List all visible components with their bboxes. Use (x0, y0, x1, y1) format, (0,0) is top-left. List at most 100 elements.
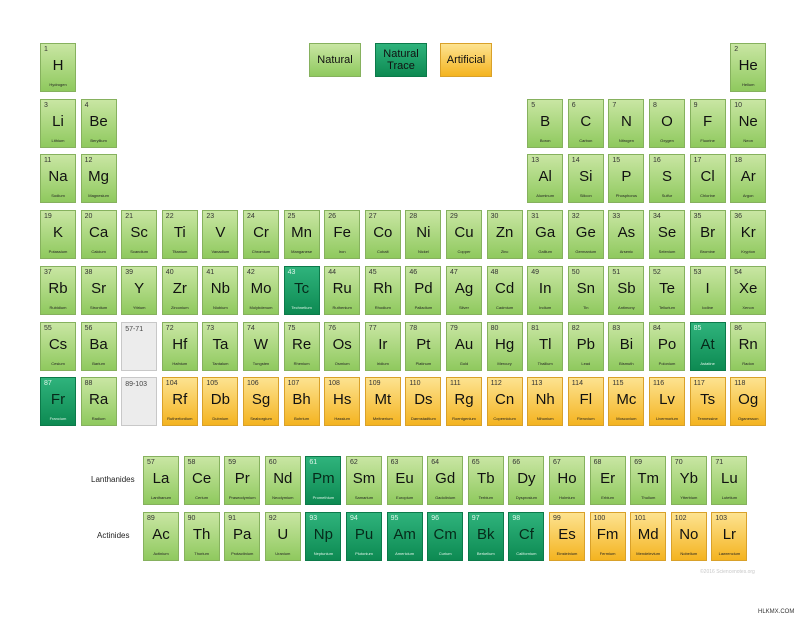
element-c: 6 C Carbon (567, 98, 604, 148)
element-symbol: Mt (374, 391, 392, 409)
element-name: Polonium (658, 360, 676, 366)
element-symbol: Eu (395, 470, 414, 487)
element-rn: 86 Rn Radon (730, 321, 767, 371)
element-symbol: Cs (48, 335, 68, 353)
element-og: 118 Og Oganesson (730, 377, 767, 427)
element-symbol: Er (600, 470, 616, 487)
element-symbol: Co (373, 224, 393, 242)
atomic-number: 72 (165, 324, 174, 332)
element-fm: 100 Fm Fermium (589, 512, 626, 561)
element-symbol: Nd (273, 470, 293, 487)
element-name: Iodine (702, 304, 714, 310)
atomic-number: 66 (512, 459, 521, 466)
atomic-number: 35 (693, 213, 702, 221)
element-name: Vanadium (211, 249, 230, 255)
element-symbol: C (580, 112, 592, 130)
atomic-number: 5 (531, 101, 536, 109)
element-mc: 115 Mc Moscovium (608, 377, 645, 427)
element-name: Aluminum (536, 193, 555, 199)
element-name: Silver (458, 304, 469, 310)
atomic-number: 113 (531, 380, 543, 388)
atomic-number: 69 (634, 459, 642, 466)
element-symbol: Au (454, 335, 474, 353)
element-name: Bromine (700, 249, 716, 255)
atomic-number: 114 (571, 380, 583, 388)
element-ag: 47 Ag Silver (446, 265, 482, 315)
element-zn: 30 Zn Zinc (486, 210, 523, 260)
element-symbol: Sc (130, 224, 148, 242)
element-symbol: Mg (88, 168, 110, 186)
element-cr: 24 Cr Chromium (243, 210, 279, 260)
element-name: Zirconium (171, 304, 189, 310)
atomic-number: 84 (653, 324, 661, 332)
element-name: Erbium (601, 495, 614, 500)
element-co: 27 Co Cobalt (364, 210, 401, 260)
atomic-number: 19 (44, 213, 52, 221)
element-symbol: Rb (48, 279, 68, 297)
element-name: Thulium (641, 495, 656, 500)
element-name: Iridium (376, 360, 389, 366)
atomic-number: 9 (693, 101, 698, 109)
element-name: Rubidium (49, 304, 67, 310)
atomic-number: 75 (287, 324, 296, 332)
element-name: Thorium (194, 551, 209, 556)
element-name: Neon (743, 137, 753, 143)
element-symbol: Al (538, 168, 552, 186)
element-u: 92 U Uranium (264, 512, 301, 561)
atomic-number: 73 (206, 324, 215, 332)
element-symbol: Po (657, 335, 677, 353)
placeholder-cell: 57-71 (121, 321, 158, 371)
element-symbol: Re (292, 335, 312, 353)
atomic-number: 10 (734, 101, 742, 109)
element-name: Radon (742, 360, 755, 366)
atomic-number: 44 (328, 268, 336, 276)
element-name: Indium (539, 304, 552, 310)
atomic-number: 17 (693, 157, 702, 165)
element-name: Tellurium (658, 304, 675, 310)
element-name: Iron (338, 249, 346, 255)
element-name: Protactinium (231, 551, 254, 556)
element-symbol: Ge (575, 224, 596, 242)
element-mt: 109 Mt Meitnerium (364, 377, 401, 427)
atomic-number: 8 (653, 101, 657, 109)
atomic-number: 56 (84, 324, 93, 332)
atomic-number: 33 (612, 213, 621, 221)
atomic-number: 116 (653, 380, 665, 388)
element-symbol: Pm (312, 470, 335, 487)
element-name: Darmstadtium (410, 416, 436, 422)
atomic-number: 21 (125, 213, 133, 221)
element-symbol: Bk (477, 526, 495, 543)
element-tb: 65 Tb Terbium (467, 456, 504, 505)
element-name: Bismuth (619, 360, 634, 366)
element-symbol: Bi (619, 335, 634, 353)
element-name: Neptunium (313, 551, 334, 556)
element-symbol: Si (579, 168, 593, 186)
element-symbol: Os (332, 335, 352, 353)
element-nd: 60 Nd Neodymium (264, 456, 301, 505)
element-name: Sulfur (661, 193, 673, 199)
element-name: Yttrium (132, 304, 146, 310)
element-name: Lawrencium (718, 551, 741, 556)
atomic-number: 27 (368, 213, 377, 221)
atomic-number: 87 (44, 380, 52, 388)
element-v: 23 V Vanadium (202, 210, 239, 260)
element-bi: 83 Bi Bismuth (608, 321, 645, 371)
element-at: 85 At Astatine (689, 321, 726, 371)
element-name: Argon (742, 193, 754, 199)
element-symbol: P (621, 168, 632, 186)
atomic-number: 30 (490, 213, 499, 221)
element-pb: 82 Pb Lead (567, 321, 604, 371)
element-name: Bohrium (294, 416, 310, 422)
element-lu: 71 Lu Lutetium (711, 456, 748, 505)
element-symbol: Np (313, 526, 333, 543)
element-symbol: In (538, 279, 552, 297)
element-name: Niobium (213, 304, 228, 310)
element-ac: 89 Ac Actinium (143, 512, 179, 561)
element-name: Calcium (91, 249, 106, 255)
element-gd: 64 Gd Gadolinium (427, 456, 464, 505)
atomic-number: 38 (84, 268, 93, 276)
element-name: Copernicium (493, 416, 516, 422)
atomic-number: 28 (409, 213, 418, 221)
element-b: 5 B Boron (527, 98, 564, 148)
